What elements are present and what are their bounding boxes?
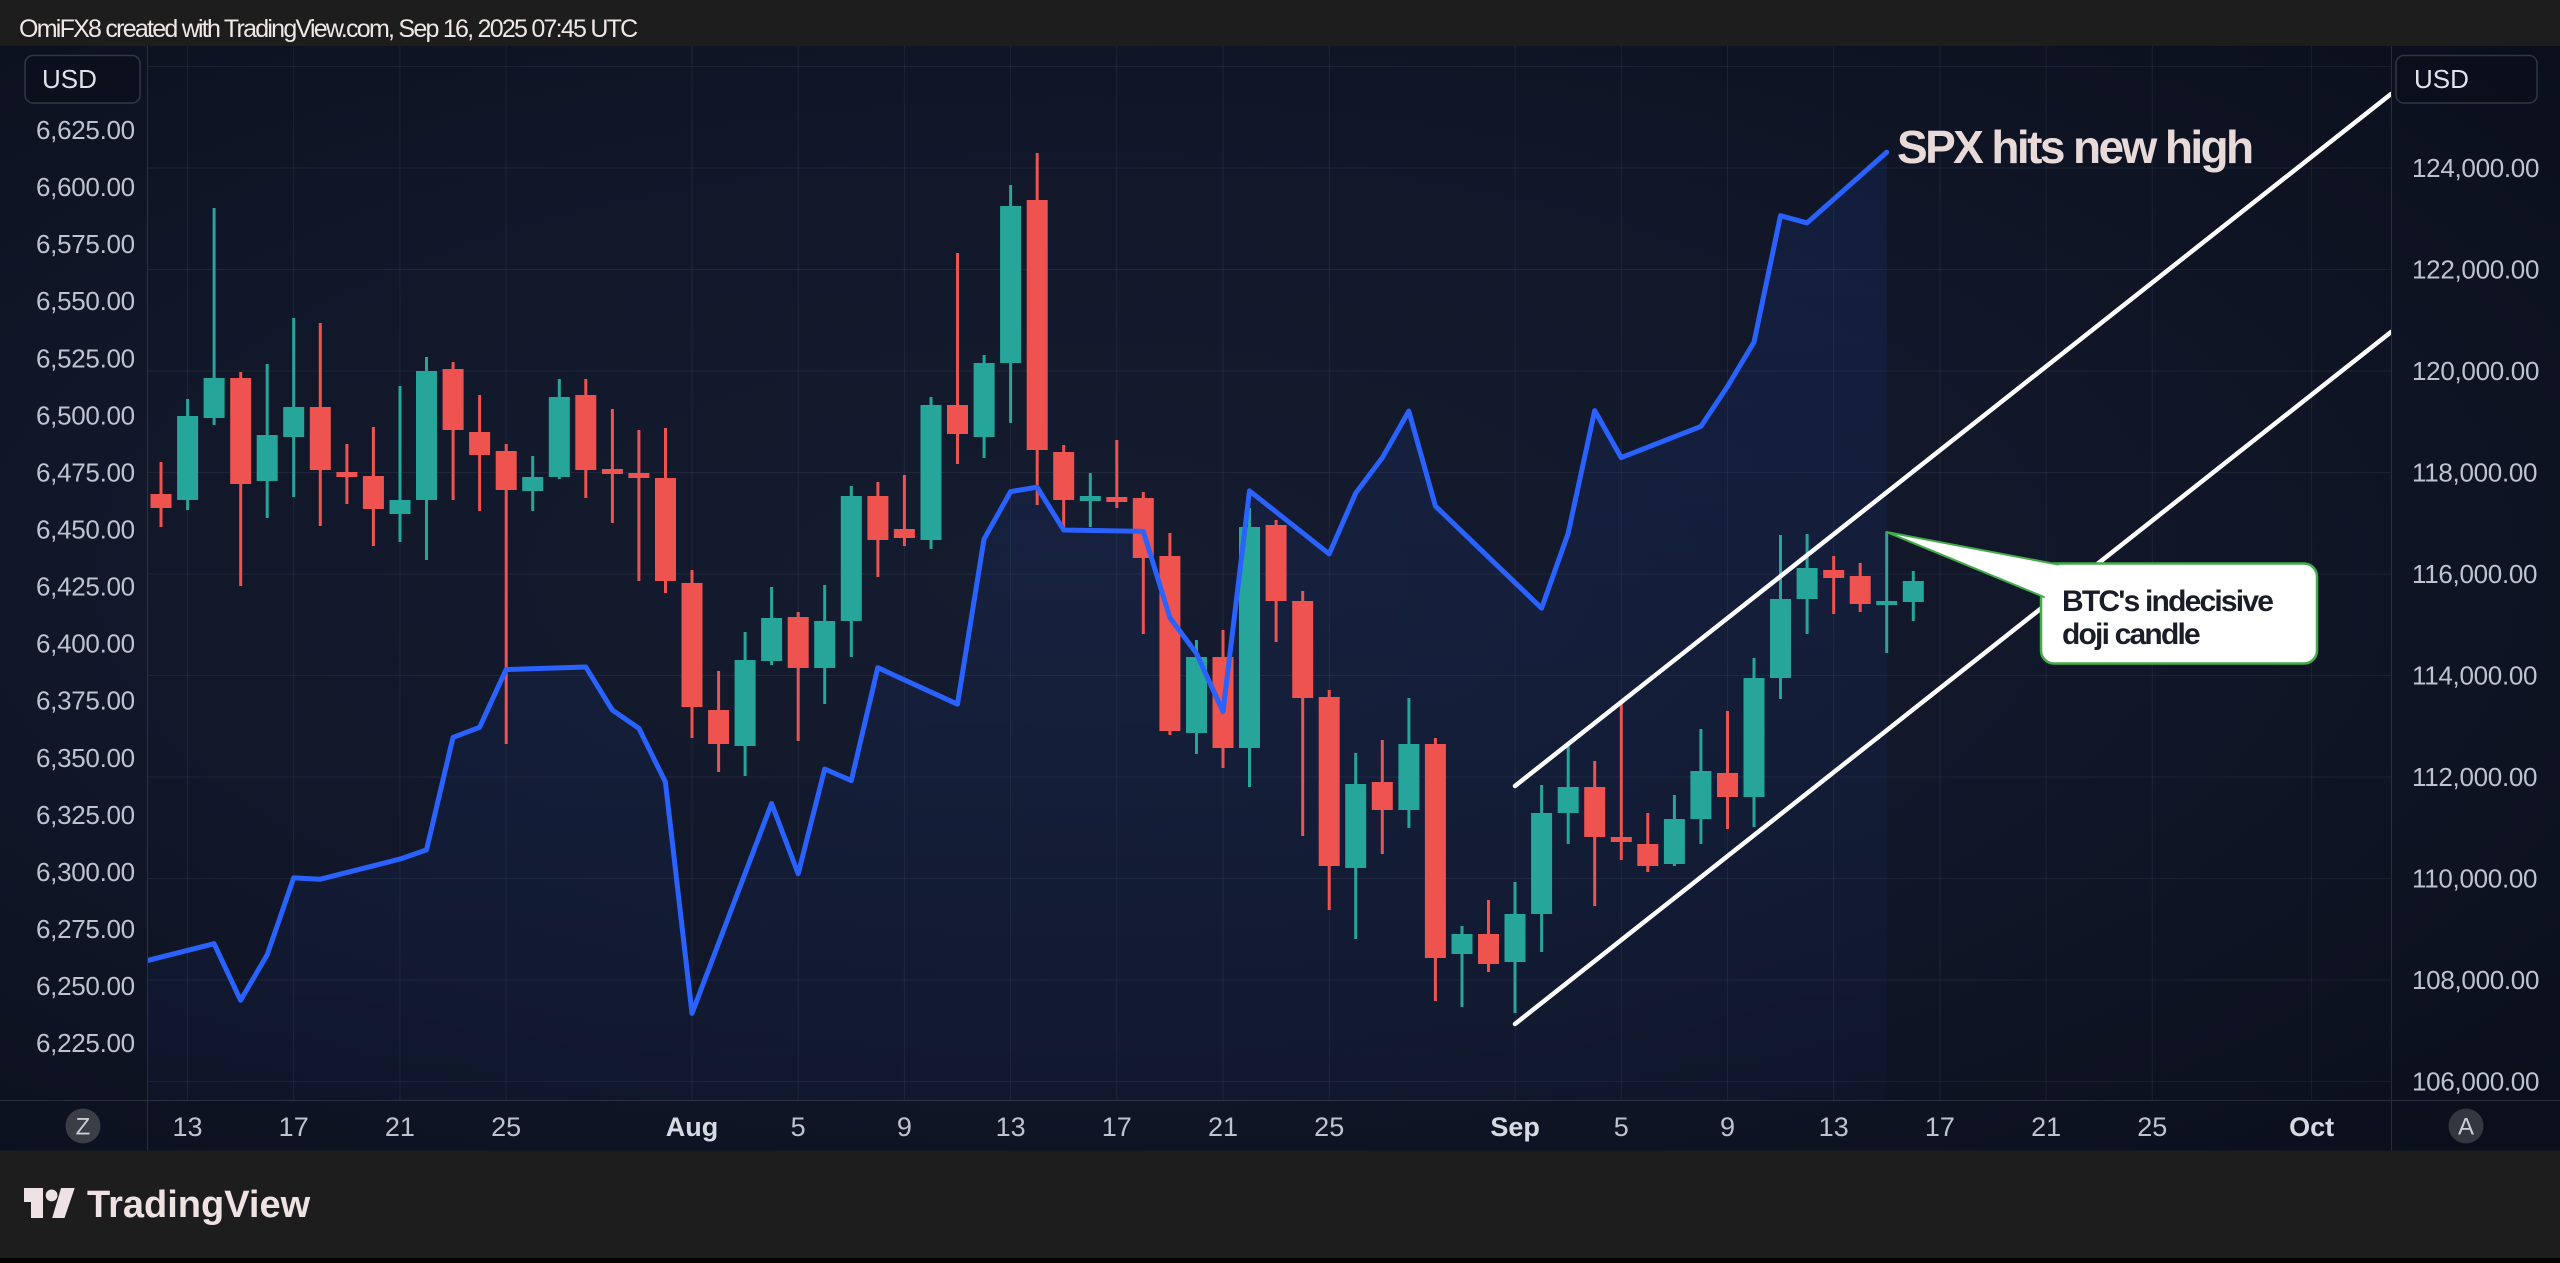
svg-text:13: 13 — [172, 1112, 202, 1142]
svg-text:Aug: Aug — [666, 1112, 718, 1142]
svg-text:13: 13 — [1819, 1112, 1849, 1142]
svg-text:106,000.00: 106,000.00 — [2412, 1067, 2539, 1097]
svg-text:116,000.00: 116,000.00 — [2412, 559, 2537, 589]
svg-text:17: 17 — [279, 1112, 309, 1142]
svg-text:6,550.00: 6,550.00 — [36, 286, 135, 316]
svg-text:SPX hits new high: SPX hits new high — [1897, 121, 2252, 173]
svg-text:Sep: Sep — [1490, 1112, 1540, 1142]
svg-text:6,575.00: 6,575.00 — [36, 229, 135, 259]
svg-text:A: A — [2458, 1114, 2474, 1141]
svg-text:6,400.00: 6,400.00 — [36, 629, 135, 659]
svg-text:doji candle: doji candle — [2062, 618, 2200, 651]
svg-text:122,000.00: 122,000.00 — [2412, 255, 2539, 285]
svg-text:5: 5 — [1614, 1112, 1629, 1142]
svg-text:6,375.00: 6,375.00 — [36, 686, 135, 716]
svg-text:21: 21 — [2031, 1112, 2061, 1142]
svg-text:21: 21 — [385, 1112, 415, 1142]
svg-text:6,225.00: 6,225.00 — [36, 1028, 135, 1058]
svg-text:9: 9 — [1720, 1112, 1735, 1142]
svg-text:9: 9 — [897, 1112, 912, 1142]
svg-text:110,000.00: 110,000.00 — [2412, 864, 2537, 894]
svg-text:114,000.00: 114,000.00 — [2412, 661, 2537, 691]
svg-text:17: 17 — [1102, 1112, 1132, 1142]
svg-text:5: 5 — [791, 1112, 806, 1142]
svg-text:25: 25 — [1314, 1112, 1344, 1142]
svg-text:6,625.00: 6,625.00 — [36, 115, 135, 145]
svg-text:6,475.00: 6,475.00 — [36, 457, 135, 487]
svg-text:6,350.00: 6,350.00 — [36, 743, 135, 773]
svg-text:6,325.00: 6,325.00 — [36, 800, 135, 830]
svg-text:Z: Z — [76, 1114, 91, 1141]
svg-text:BTC's indecisive: BTC's indecisive — [2062, 585, 2273, 618]
svg-text:118,000.00: 118,000.00 — [2412, 458, 2537, 488]
svg-text:124,000.00: 124,000.00 — [2412, 153, 2539, 183]
svg-text:25: 25 — [491, 1112, 521, 1142]
svg-text:6,600.00: 6,600.00 — [36, 172, 135, 202]
svg-text:TradingView: TradingView — [87, 1184, 311, 1226]
svg-text:6,300.00: 6,300.00 — [36, 857, 135, 887]
svg-text:21: 21 — [1208, 1112, 1238, 1142]
svg-text:108,000.00: 108,000.00 — [2412, 965, 2539, 995]
svg-text:120,000.00: 120,000.00 — [2412, 356, 2539, 386]
svg-text:Oct: Oct — [2289, 1112, 2334, 1142]
svg-text:6,525.00: 6,525.00 — [36, 343, 135, 373]
svg-text:6,425.00: 6,425.00 — [36, 572, 135, 602]
svg-text:112,000.00: 112,000.00 — [2412, 762, 2537, 792]
svg-text:USD: USD — [42, 64, 97, 94]
svg-text:6,450.00: 6,450.00 — [36, 515, 135, 545]
svg-text:6,250.00: 6,250.00 — [36, 971, 135, 1001]
svg-text:OmiFX8 created with TradingVie: OmiFX8 created with TradingView.com, Sep… — [19, 15, 638, 43]
svg-text:25: 25 — [2137, 1112, 2167, 1142]
svg-text:6,500.00: 6,500.00 — [36, 400, 135, 430]
svg-text:6,275.00: 6,275.00 — [36, 914, 135, 944]
svg-text:USD: USD — [2414, 64, 2469, 94]
svg-text:13: 13 — [996, 1112, 1026, 1142]
svg-text:17: 17 — [1925, 1112, 1955, 1142]
